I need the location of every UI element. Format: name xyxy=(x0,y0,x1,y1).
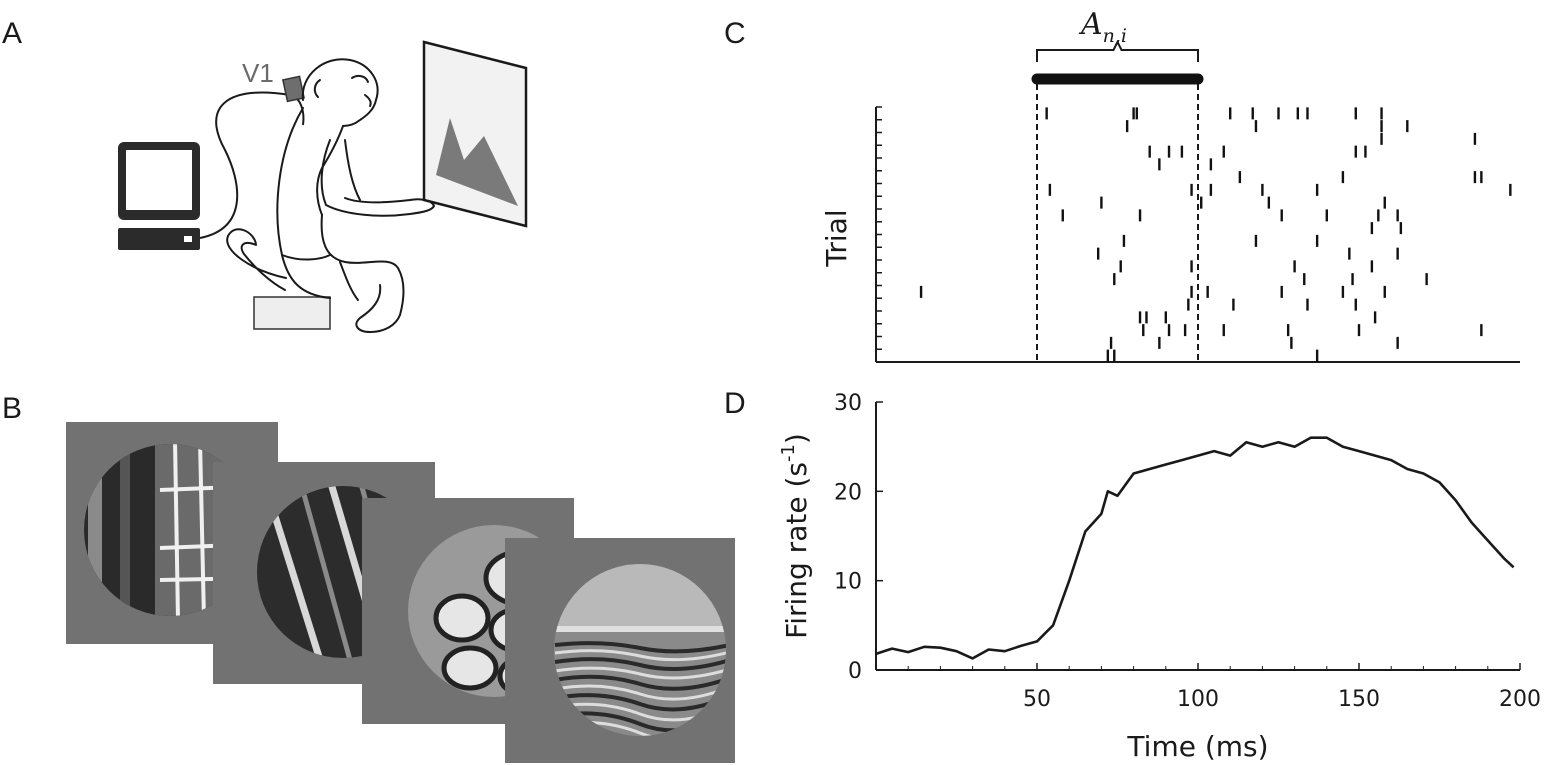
rate-y-tick-label: 0 xyxy=(848,659,862,684)
mountain-image-icon xyxy=(436,118,518,206)
panel-c-raster: Trial An,i xyxy=(820,7,1520,363)
rate-y-tick-label: 30 xyxy=(834,391,862,416)
window-label-subscript: n,i xyxy=(1103,25,1127,47)
panel-a-illustration: V1 xyxy=(118,40,528,333)
rate-ylabel-close: ) xyxy=(780,433,813,444)
firing-rate-line xyxy=(875,436,1515,660)
raster-ylabel: Trial xyxy=(820,209,853,267)
window-label-main: A xyxy=(1078,7,1103,42)
rate-x-tick-label: 150 xyxy=(1338,687,1380,712)
panel-b-stimuli xyxy=(66,422,735,763)
computer-icon xyxy=(118,142,200,250)
rate-ylabel-sup: -1 xyxy=(778,444,799,462)
seat xyxy=(253,296,331,330)
panel-label-d: D xyxy=(724,387,746,420)
rate-ylabel-main: Firing rate (s xyxy=(780,462,813,639)
rate-x-tick-label: 200 xyxy=(1499,687,1541,712)
electrode-label: V1 xyxy=(242,58,274,88)
panel-label-c: C xyxy=(724,17,746,50)
rate-y-tick-label: 20 xyxy=(834,480,862,505)
panel-d-firing-rate: Time (ms) Firing rate (s-1) 0 10 20 30 50 100… xyxy=(778,391,1541,763)
panel-label-b: B xyxy=(2,392,22,425)
rate-x-tick-label: 50 xyxy=(1023,687,1051,712)
stimulus-card-4 xyxy=(505,538,735,763)
window-label: An,i xyxy=(1078,7,1127,47)
electrode-icon xyxy=(281,75,305,103)
rate-x-tick-label: 100 xyxy=(1177,687,1219,712)
rate-y-tick-label: 10 xyxy=(834,570,862,595)
cable xyxy=(199,91,305,239)
rate-ylabel: Firing rate (s-1) xyxy=(778,433,813,639)
window-brace xyxy=(1036,39,1199,62)
rate-xlabel: Time (ms) xyxy=(1126,730,1268,763)
monkey-icon xyxy=(226,58,435,333)
panel-label-a: A xyxy=(2,17,22,50)
